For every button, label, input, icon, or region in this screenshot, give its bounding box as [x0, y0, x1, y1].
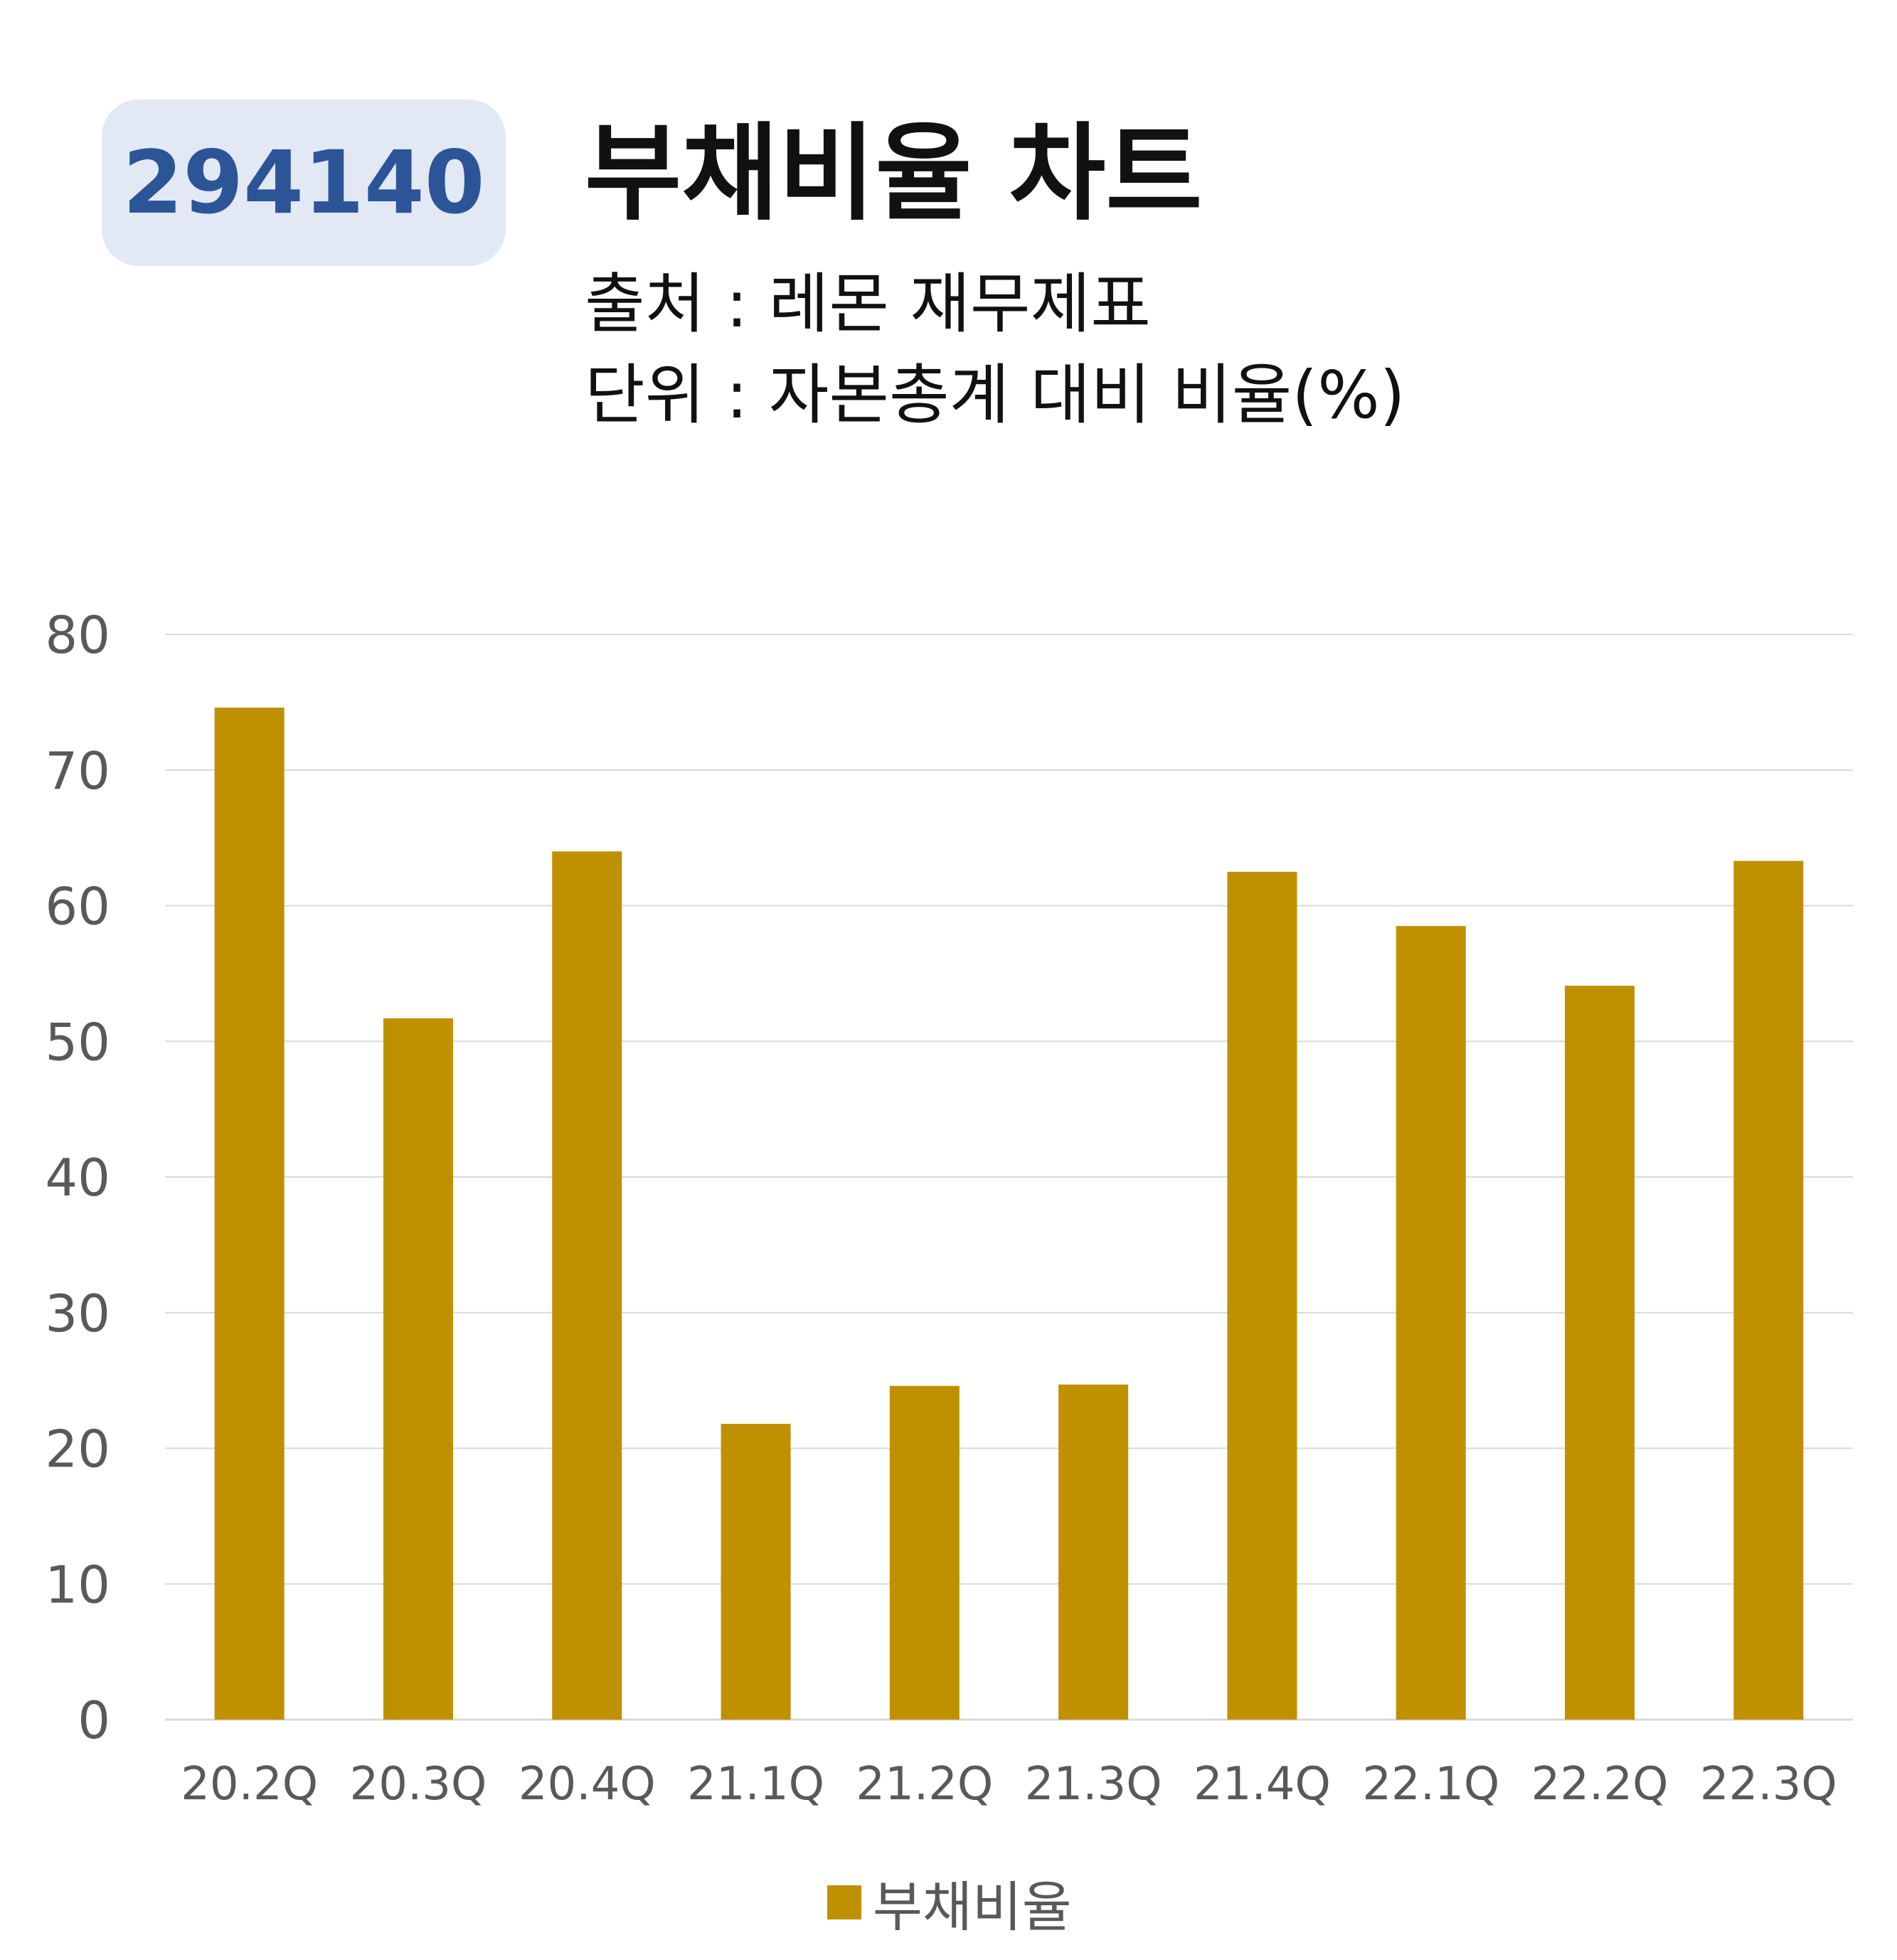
bar-21.1Q — [721, 1424, 791, 1720]
x-tick-label: 20.4Q — [519, 1758, 656, 1811]
y-axis-ticks: 0 10 20 30 40 50 60 70 80 — [45, 605, 110, 1750]
legend-label: 부채비율 — [873, 1875, 1072, 1939]
stock-code: 294140 — [122, 132, 485, 233]
bar-20.4Q — [552, 851, 622, 1720]
legend: 부채비율 — [827, 1863, 1072, 1942]
source-text: 출처 : 레몬 재무제표 — [585, 266, 1151, 342]
x-tick-label: 22.2Q — [1531, 1758, 1669, 1811]
bar-21.2Q — [889, 1385, 960, 1720]
x-axis-ticks: 20.2Q 20.3Q 20.4Q 21.1Q 21.2Q 21.3Q 21.4Q 22.1Q… — [181, 1758, 1837, 1811]
bar-22.1Q — [1396, 926, 1466, 1720]
y-tick-label: 10 — [45, 1555, 110, 1614]
unit-text: 단위 : 자본총계 대비 비율(%) — [585, 357, 1406, 433]
stock-code-badge: 294140 — [102, 100, 506, 266]
y-tick-label: 30 — [45, 1284, 110, 1343]
x-tick-label: 20.3Q — [350, 1758, 487, 1811]
x-tick-label: 22.1Q — [1362, 1758, 1499, 1811]
x-tick-label: 20.2Q — [181, 1758, 318, 1811]
x-tick-label: 21.3Q — [1025, 1758, 1162, 1811]
y-tick-label: 40 — [45, 1148, 110, 1208]
bar-20.2Q — [214, 708, 285, 1720]
y-tick-label: 60 — [45, 877, 110, 937]
y-tick-label: 80 — [45, 605, 110, 665]
bar-21.3Q — [1058, 1384, 1129, 1720]
x-tick-label: 21.2Q — [856, 1758, 993, 1811]
bar-22.2Q — [1565, 986, 1635, 1720]
bars — [214, 708, 1804, 1720]
legend-swatch — [827, 1885, 861, 1919]
y-tick-label: 20 — [45, 1420, 110, 1479]
y-tick-label: 50 — [45, 1012, 110, 1072]
x-tick-label: 21.1Q — [687, 1758, 824, 1811]
x-tick-label: 22.3Q — [1700, 1758, 1837, 1811]
bar-22.3Q — [1733, 861, 1804, 1720]
y-tick-label: 70 — [45, 741, 110, 801]
bar-20.3Q — [383, 1018, 453, 1720]
y-tick-label: 0 — [78, 1690, 110, 1750]
bar-21.4Q — [1227, 871, 1297, 1720]
x-tick-label: 21.4Q — [1194, 1758, 1331, 1811]
chart-title: 부채비율 차트 — [585, 112, 1203, 235]
